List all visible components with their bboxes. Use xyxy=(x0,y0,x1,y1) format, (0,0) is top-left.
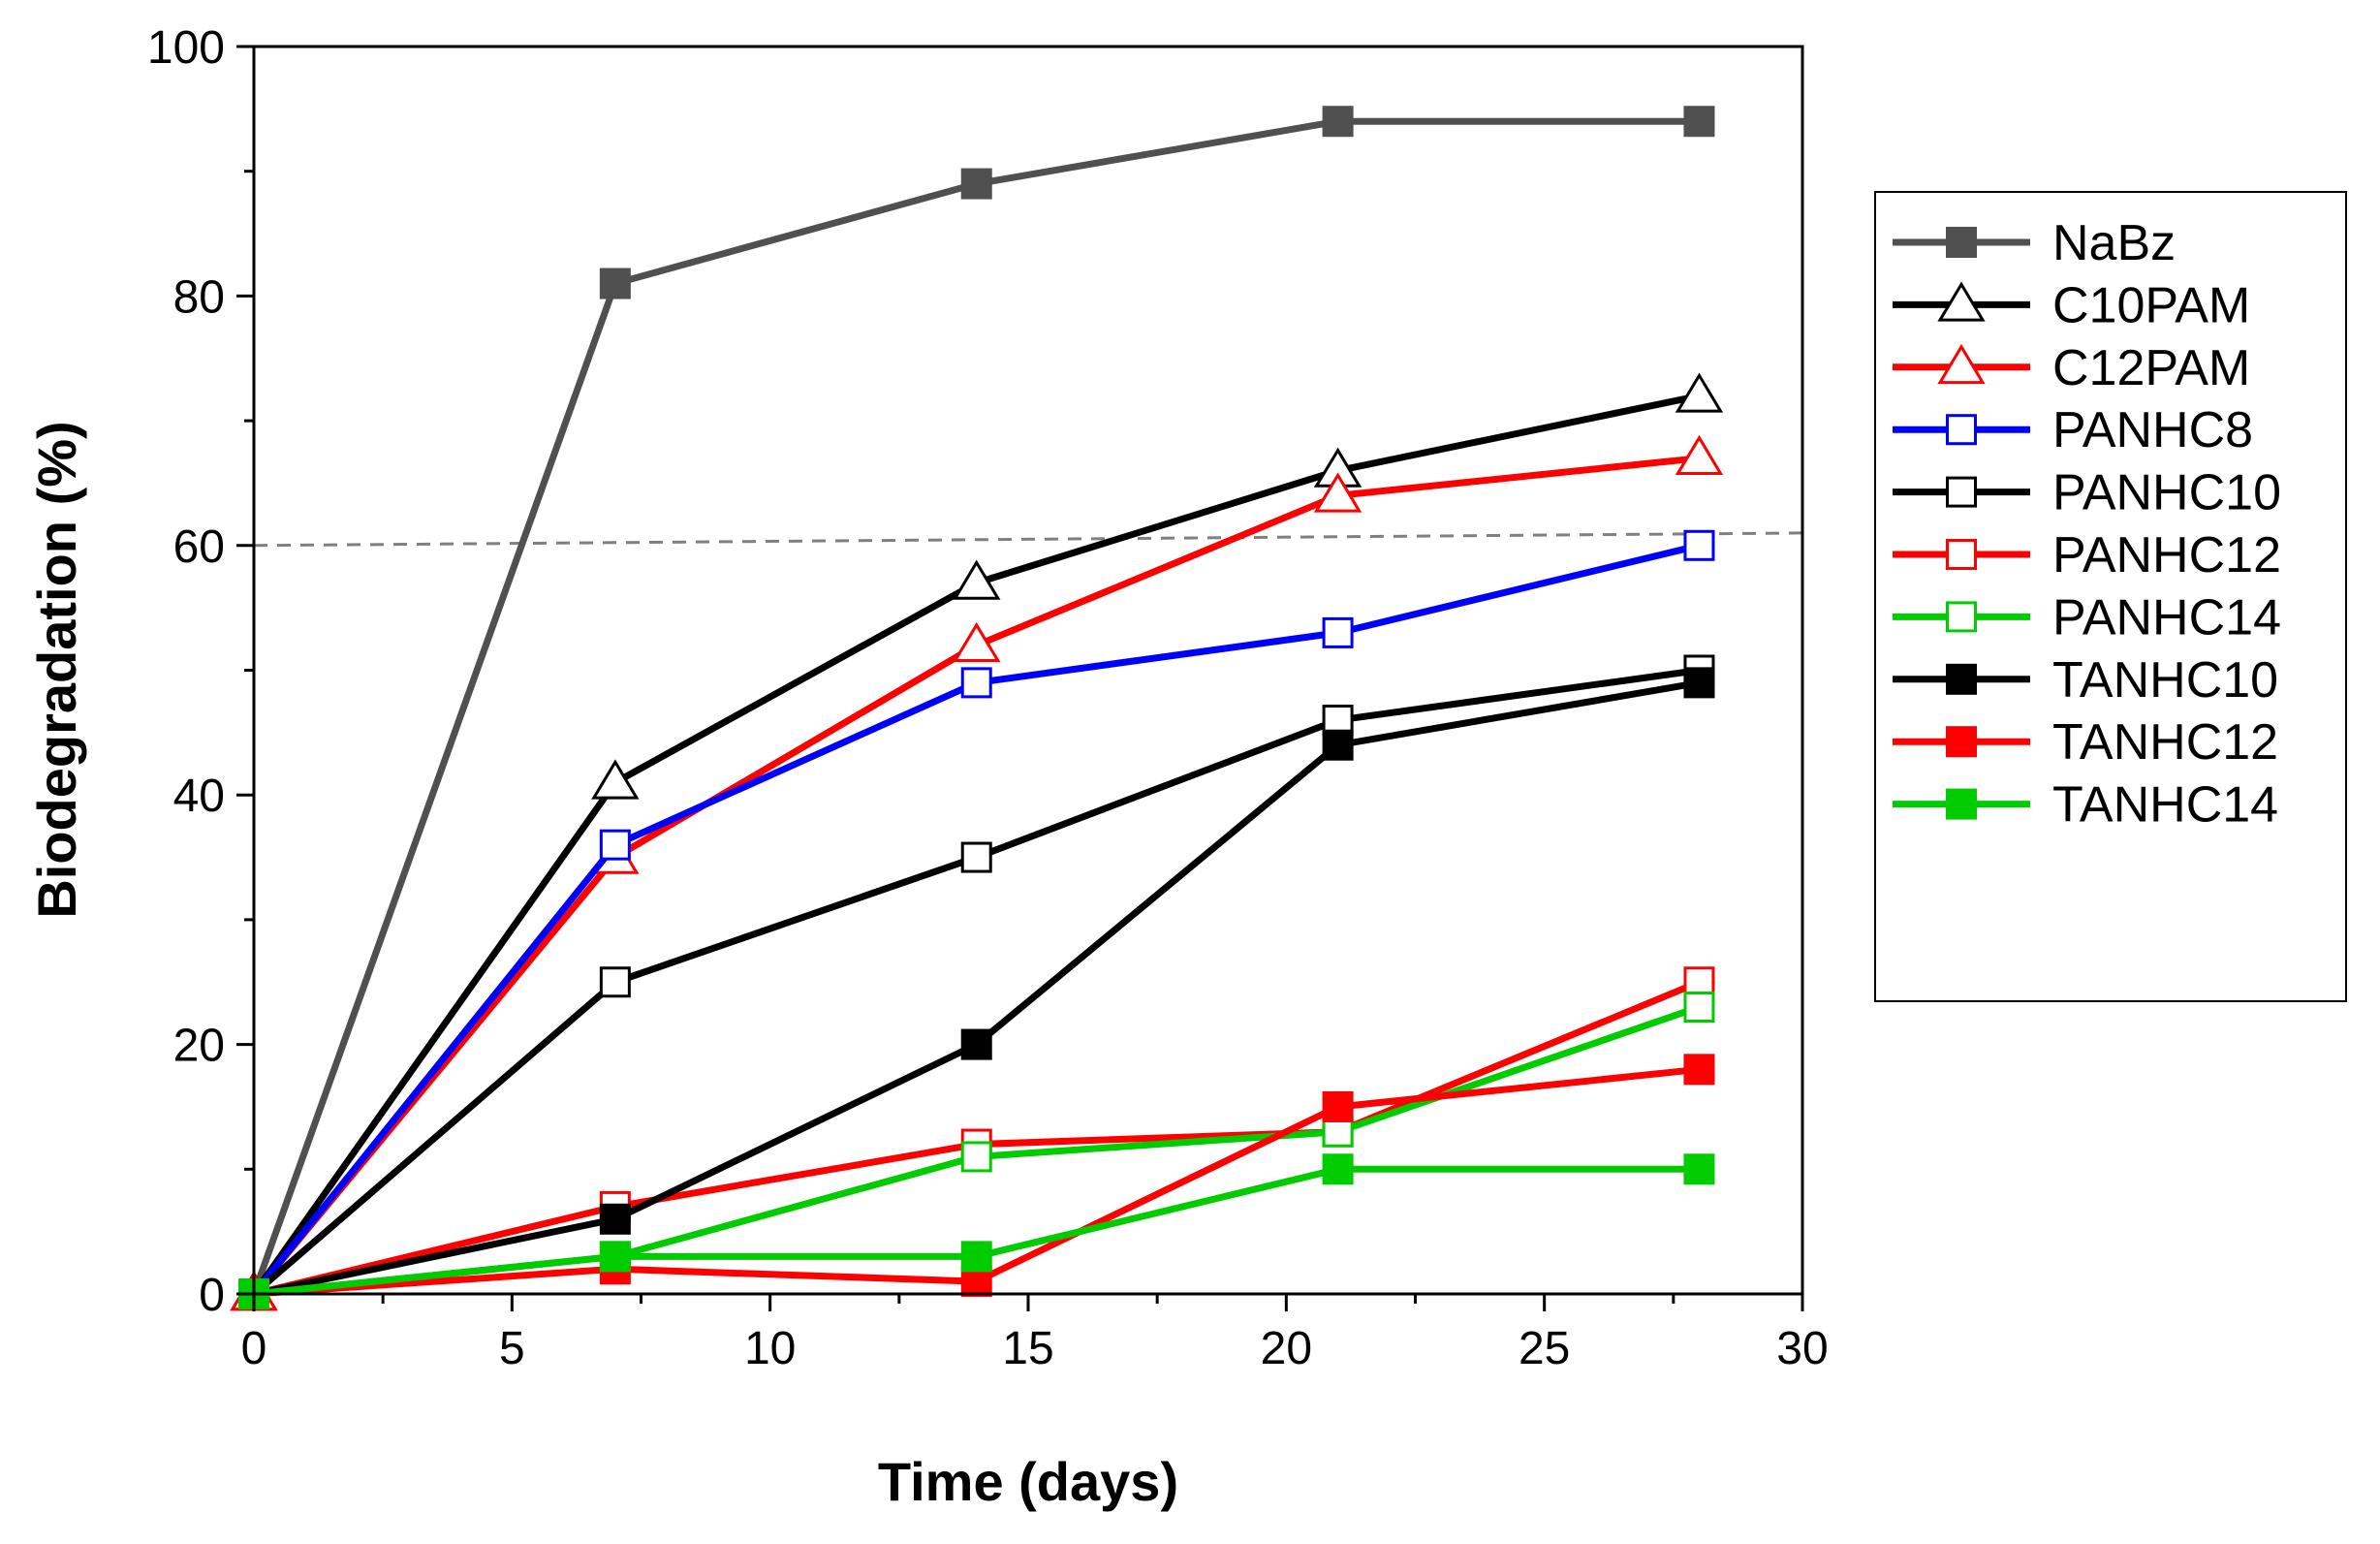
data-point-TANHC10-2 xyxy=(960,1028,992,1060)
data-point-C10PAM-1 xyxy=(591,759,640,800)
legend-swatch-marker xyxy=(1946,476,1977,508)
legend: NaBz C10PAM C12PAM PANHC8 PANHC10 PANHC12 PANH… xyxy=(1874,191,2347,1002)
data-point-TANHC10-1 xyxy=(599,1203,631,1235)
data-point-PANHC10-1 xyxy=(599,966,631,998)
x-tick-label: 5 xyxy=(499,1323,525,1374)
data-point-NaBz-3 xyxy=(1322,106,1354,138)
data-point-C12PAM-3 xyxy=(1313,472,1362,513)
legend-swatch-marker xyxy=(1946,726,1977,758)
data-point-PANHC14-2 xyxy=(960,1141,992,1173)
x-tick-label: 20 xyxy=(1261,1323,1312,1374)
data-point-PANHC8-2 xyxy=(960,667,992,699)
axes-group: 0 5 10 15 20 25 30 0 20 40 60 80 100 xyxy=(147,22,1829,1374)
y-tick-label: 60 xyxy=(173,521,225,573)
legend-item-TANHC14: TANHC14 xyxy=(1893,777,2278,834)
legend-swatch-marker xyxy=(1946,414,1977,446)
legend-item-PANHC8: PANHC8 xyxy=(1893,402,2253,458)
data-point-TANHC14-3 xyxy=(1322,1153,1354,1185)
x-axis-title: Time (days) xyxy=(878,1451,1178,1512)
data-point-C12PAM-4 xyxy=(1675,434,1724,475)
y-tick-label: 20 xyxy=(173,1021,225,1072)
legend-label: TANHC14 xyxy=(2052,777,2278,834)
data-point-TANHC10-4 xyxy=(1683,667,1715,699)
legend-swatch-marker xyxy=(1946,601,1977,633)
data-point-PANHC10-2 xyxy=(960,841,992,873)
data-point-C12PAM-2 xyxy=(953,621,1001,662)
y-tick-label: 40 xyxy=(173,771,225,822)
plot-area xyxy=(254,47,1802,1294)
data-point-C10PAM-2 xyxy=(953,559,1001,600)
y-tick-label: 80 xyxy=(173,271,225,323)
legend-swatch-marker xyxy=(1946,663,1977,695)
data-point-PANHC8-1 xyxy=(599,829,631,861)
legend-swatch-marker xyxy=(1946,227,1977,258)
y-axis-title: Biodegradation (%) xyxy=(26,421,87,918)
legend-item-TANHC12: TANHC12 xyxy=(1893,714,2278,771)
legend-label: TANHC12 xyxy=(2052,714,2278,771)
legend-item-NaBz: NaBz xyxy=(1893,215,2176,271)
data-point-TANHC12-3 xyxy=(1322,1090,1354,1122)
x-tick-label: 30 xyxy=(1776,1323,1828,1374)
data-point-PANHC14-4 xyxy=(1683,991,1715,1023)
legend-item-C12PAM: C12PAM xyxy=(1893,340,2250,396)
legend-swatch-marker xyxy=(1946,539,1977,570)
x-tick-label: 25 xyxy=(1519,1323,1570,1374)
data-point-TANHC12-4 xyxy=(1683,1054,1715,1086)
data-point-PANHC8-4 xyxy=(1683,529,1715,561)
legend-label: PANHC12 xyxy=(2052,527,2281,583)
legend-item-PANHC12: PANHC12 xyxy=(1893,527,2281,583)
legend-item-TANHC10: TANHC10 xyxy=(1893,652,2278,709)
legend-label: TANHC10 xyxy=(2052,652,2278,709)
legend-swatch-marker xyxy=(1937,281,1986,322)
legend-item-PANHC14: PANHC14 xyxy=(1893,589,2281,646)
legend-label: NaBz xyxy=(2052,215,2176,271)
data-point-C10PAM-4 xyxy=(1675,372,1724,413)
legend-label: C10PAM xyxy=(2052,277,2250,333)
legend-swatch-marker xyxy=(1937,343,1986,385)
x-tick-label: 15 xyxy=(1002,1323,1053,1374)
data-point-NaBz-4 xyxy=(1683,106,1715,138)
data-point-NaBz-2 xyxy=(960,168,992,200)
legend-label: PANHC8 xyxy=(2052,402,2253,458)
legend-item-PANHC10: PANHC10 xyxy=(1893,465,2281,521)
legend-label: PANHC14 xyxy=(2052,589,2281,646)
legend-label: PANHC10 xyxy=(2052,465,2281,521)
data-point-TANHC14-4 xyxy=(1683,1153,1715,1185)
y-tick-label: 100 xyxy=(147,22,225,74)
legend-swatch-marker xyxy=(1946,788,1977,820)
data-point-TANHC14-1 xyxy=(599,1241,631,1273)
data-point-TANHC10-3 xyxy=(1322,729,1354,761)
reference-line xyxy=(253,531,1803,548)
data-point-NaBz-1 xyxy=(599,268,631,299)
data-point-PANHC8-3 xyxy=(1322,616,1354,648)
legend-label: C12PAM xyxy=(2052,340,2250,396)
y-tick-label: 0 xyxy=(199,1270,225,1321)
legend-box xyxy=(1874,191,2347,1002)
x-tick-label: 0 xyxy=(241,1323,267,1374)
data-point-TANHC14-2 xyxy=(960,1241,992,1273)
legend-item-C10PAM: C10PAM xyxy=(1893,277,2250,333)
data-point-TANHC12-2 xyxy=(960,1266,992,1298)
x-tick-label: 10 xyxy=(744,1323,796,1374)
